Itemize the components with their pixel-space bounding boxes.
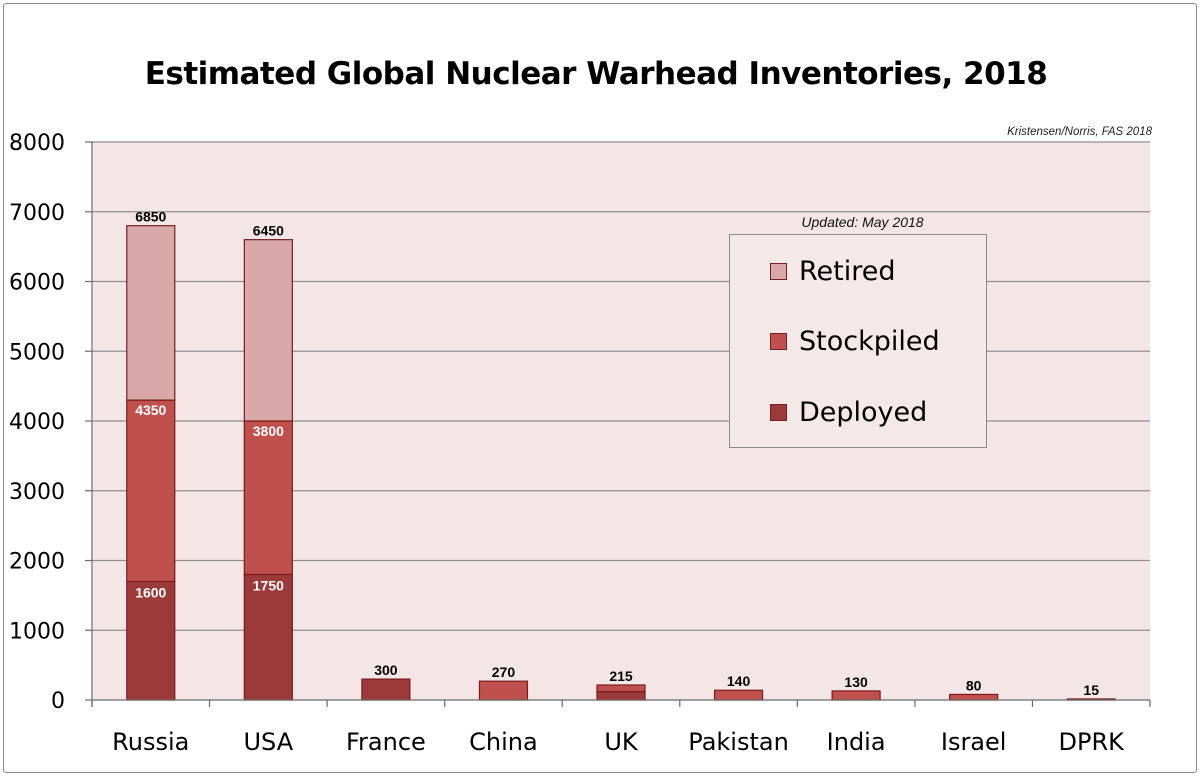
x-tick-label: Pakistan — [688, 728, 789, 756]
data-label-total: 270 — [492, 664, 516, 680]
data-labels: 6850 4350 1600 6450 3800 1750 300 270 215 140 130 8… — [135, 209, 1099, 698]
bar-stockpiled-china — [478, 680, 529, 701]
x-tick-label: DPRK — [1059, 728, 1126, 756]
bar-stockpiled-india — [831, 690, 881, 701]
data-label-deployed: 1600 — [135, 584, 166, 600]
bar-deployed-france — [361, 678, 411, 701]
chart-title: Estimated Global Nuclear Warhead Invento… — [144, 56, 1048, 92]
bar-deployed-russia — [126, 580, 176, 701]
data-label-deployed: 1750 — [253, 577, 284, 593]
data-label-total: 15 — [1083, 682, 1099, 698]
x-tick-label: Russia — [112, 728, 189, 756]
x-tick-label: USA — [243, 728, 293, 756]
x-tick-label: China — [469, 728, 538, 756]
bar-deployed-uk — [596, 691, 646, 701]
bar-stockpiled-pakistan — [713, 689, 764, 701]
bar-deployed-usa — [243, 573, 293, 701]
bar-stockpiled-usa — [243, 420, 293, 576]
legend-swatch-deployed — [770, 403, 787, 421]
axes: 0 1000 2000 3000 4000 5000 6000 7000 8000 Russia U… — [9, 131, 1151, 756]
y-tick-label: 2000 — [9, 550, 65, 575]
y-tick-label: 0 — [51, 689, 65, 714]
x-tick-label: India — [827, 728, 886, 756]
bar-stockpiled-russia — [126, 399, 176, 583]
data-label-total: 130 — [844, 674, 868, 690]
update-note: Updated: May 2018 — [801, 214, 924, 230]
data-label-stockpiled: 3800 — [253, 423, 284, 439]
legend-label-retired: Retired — [799, 255, 896, 287]
legend-label-stockpiled: Stockpiled — [799, 325, 940, 357]
legend-swatch-stockpiled — [770, 332, 787, 350]
x-tick-label: UK — [604, 728, 639, 756]
legend-swatch-retired — [770, 262, 787, 280]
data-label-total: 300 — [374, 662, 398, 678]
source-note: Kristensen/Norris, FAS 2018 — [1007, 126, 1152, 138]
data-label-total: 80 — [966, 677, 982, 693]
bar-stockpiled-uk — [596, 684, 646, 693]
data-label-total: 6850 — [135, 209, 166, 225]
x-tick-label: Israel — [941, 728, 1007, 756]
bar-retired-russia — [126, 225, 176, 401]
data-label-total: 140 — [727, 673, 751, 689]
legend: Retired Stockpiled Deployed — [729, 234, 987, 448]
bars — [126, 225, 1116, 701]
y-tick-label: 4000 — [9, 410, 65, 435]
legend-label-deployed: Deployed — [799, 396, 928, 428]
bar-retired-usa — [243, 239, 293, 422]
y-tick-label: 1000 — [9, 619, 65, 644]
data-label-total: 215 — [609, 668, 633, 684]
x-tick-label: France — [346, 728, 426, 756]
legend-item-deployed: Deployed — [770, 392, 927, 432]
bar-stockpiled-israel — [949, 693, 999, 701]
data-label-stockpiled: 4350 — [135, 402, 166, 418]
y-tick-label: 8000 — [9, 131, 65, 156]
data-label-total: 6450 — [253, 223, 284, 239]
y-tick-label: 3000 — [9, 480, 65, 505]
y-tick-label: 7000 — [9, 201, 65, 226]
y-tick-label: 5000 — [9, 340, 65, 365]
y-tick-label: 6000 — [9, 271, 65, 296]
legend-item-stockpiled: Stockpiled — [770, 321, 940, 361]
legend-item-retired: Retired — [770, 251, 896, 291]
